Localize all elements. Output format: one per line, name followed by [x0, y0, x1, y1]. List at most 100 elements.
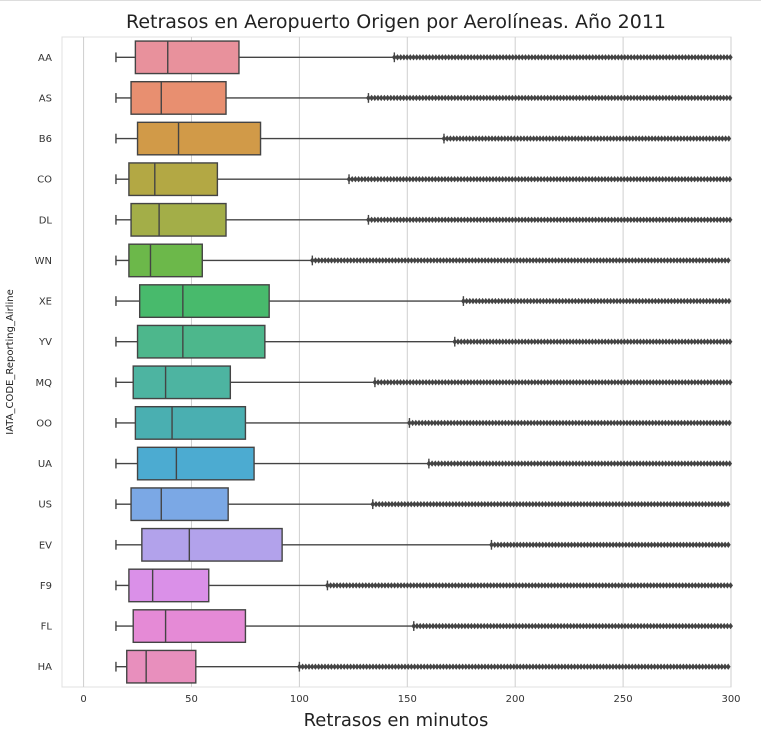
- outlier-point: [657, 54, 663, 61]
- outlier-point: [501, 622, 506, 630]
- outlier-point: [681, 541, 686, 548]
- outlier-point: [376, 501, 382, 508]
- outlier-point: [545, 94, 550, 102]
- outlier-point: [708, 216, 714, 223]
- outlier-point: [706, 501, 712, 508]
- outlier-point: [519, 54, 525, 61]
- outlier-point: [689, 176, 694, 183]
- outlier-point: [409, 257, 414, 264]
- outlier-point: [385, 582, 391, 589]
- outlier-point: [385, 176, 390, 183]
- outlier-point: [643, 419, 649, 427]
- y-tick-label: UA: [38, 459, 52, 470]
- outlier-point: [541, 176, 547, 183]
- outlier-point: [497, 622, 503, 630]
- outlier-point: [415, 501, 420, 508]
- outlier-point: [703, 663, 709, 670]
- outlier-point: [548, 379, 554, 386]
- y-tick-label: B6: [39, 134, 52, 145]
- outlier-point: [723, 297, 729, 305]
- outlier-point: [474, 419, 479, 427]
- outlier-point: [514, 541, 520, 548]
- outlier-point: [599, 460, 605, 467]
- outlier-point: [632, 582, 637, 589]
- outlier-point: [728, 582, 733, 589]
- outlier-point: [722, 663, 728, 670]
- outlier-point: [705, 176, 710, 183]
- outlier-point: [319, 663, 325, 670]
- outlier-point: [580, 176, 585, 183]
- outlier-point: [520, 582, 525, 589]
- outlier-point: [474, 460, 480, 467]
- outlier-point: [577, 338, 582, 345]
- outlier-point: [634, 338, 640, 345]
- outlier-point: [677, 663, 683, 670]
- outlier-point: [471, 419, 476, 427]
- outlier-point: [369, 176, 374, 183]
- outlier-point: [721, 379, 727, 386]
- outlier-point: [688, 135, 693, 142]
- outlier-point: [417, 94, 422, 102]
- outlier-point: [629, 501, 635, 508]
- outlier-point: [489, 257, 494, 264]
- outlier-point: [714, 338, 720, 345]
- outlier-point: [711, 216, 717, 223]
- outlier-point: [707, 419, 713, 427]
- outlier-point: [560, 297, 565, 305]
- outlier-point: [543, 541, 549, 548]
- outlier-point: [420, 379, 426, 386]
- outlier-point: [485, 582, 490, 589]
- outlier-point: [362, 176, 368, 183]
- outlier-point: [601, 541, 606, 548]
- outlier-point: [510, 379, 515, 386]
- outlier-point: [375, 379, 381, 386]
- outlier-point: [705, 54, 711, 61]
- outlier-point: [532, 94, 538, 102]
- outlier-point: [609, 338, 614, 345]
- outlier-point: [563, 135, 568, 142]
- outlier-point: [627, 419, 633, 427]
- outlier-point: [584, 622, 589, 630]
- outlier-point: [481, 216, 486, 223]
- outlier-point: [467, 419, 473, 427]
- outlier-point: [687, 663, 693, 670]
- outlier-point: [452, 176, 457, 183]
- outlier-point: [631, 379, 637, 386]
- outlier-point: [593, 379, 599, 386]
- outlier-point: [691, 419, 697, 427]
- outlier-point: [577, 54, 583, 61]
- outlier-point: [568, 501, 574, 508]
- outlier-point: [552, 582, 557, 589]
- outlier-point: [427, 54, 432, 61]
- outlier-point: [444, 501, 449, 508]
- box-XE: [115, 284, 732, 319]
- outlier-point: [611, 419, 617, 427]
- outlier-point: [508, 257, 514, 264]
- outlier-point: [573, 419, 579, 427]
- outlier-point: [439, 54, 445, 61]
- outlier-point: [648, 501, 654, 508]
- outlier-point: [602, 176, 608, 183]
- outlier-point: [447, 257, 453, 264]
- outlier-point: [509, 176, 515, 183]
- outlier-point: [706, 257, 712, 264]
- outlier-point: [647, 216, 653, 223]
- outlier-point: [696, 622, 701, 630]
- outlier-point: [394, 176, 400, 183]
- outlier-point: [538, 338, 544, 345]
- outlier-point: [628, 379, 634, 386]
- outlier-point: [404, 379, 410, 386]
- outlier-point: [535, 94, 541, 102]
- outlier-point: [659, 419, 665, 427]
- outlier-point: [622, 216, 627, 223]
- outliers: [309, 257, 731, 264]
- outlier-point: [548, 94, 554, 102]
- outlier-point: [513, 622, 519, 630]
- outlier-point: [644, 94, 650, 102]
- outlier-point: [554, 94, 560, 102]
- outlier-point: [693, 541, 699, 548]
- iqr-box: [134, 40, 240, 75]
- outlier-point: [549, 582, 554, 589]
- outlier-point: [698, 176, 704, 183]
- outlier-point: [413, 176, 419, 183]
